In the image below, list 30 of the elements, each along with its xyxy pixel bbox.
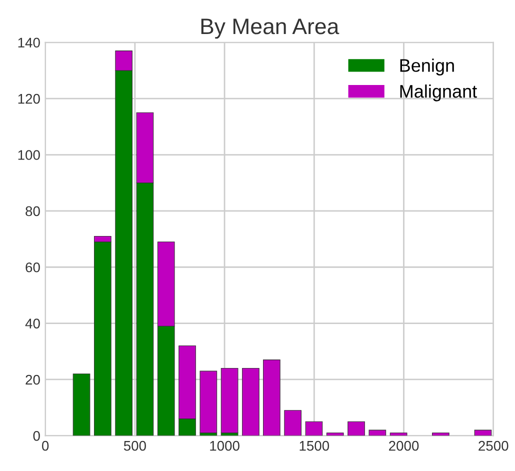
legend-label: Benign (400, 58, 454, 76)
chart-title: By Mean Area (201, 18, 340, 39)
y-tick-label: 40 (25, 318, 40, 328)
bar (390, 432, 408, 436)
x-tick-label: 0 (42, 440, 49, 451)
y-tick-label: 20 (26, 374, 40, 385)
x-tick-label: 2000 (389, 440, 419, 451)
y-tick-label: 140 (18, 38, 40, 48)
bar (284, 410, 302, 436)
y-tick-label: 60 (26, 262, 40, 272)
bar (263, 360, 280, 436)
bar (72, 374, 90, 436)
y-tick-label: 120 (18, 94, 40, 104)
bar (474, 430, 492, 436)
bar (368, 430, 386, 436)
y-tick-label: 100 (18, 150, 40, 160)
x-tick-label: 1000 (210, 440, 240, 451)
x-tick-label: 1500 (300, 440, 330, 451)
legend-label: Malignant (400, 84, 477, 102)
bar (348, 421, 365, 436)
x-tick-label: 500 (124, 440, 146, 451)
bar (432, 432, 450, 436)
bar (242, 368, 260, 436)
bar (305, 421, 323, 436)
bar (200, 370, 218, 434)
x-tick-label: 2500 (478, 440, 508, 451)
bar (220, 368, 238, 434)
y-tick-label: 0 (33, 431, 40, 441)
bar (326, 432, 344, 436)
y-tick-label: 80 (26, 206, 40, 216)
